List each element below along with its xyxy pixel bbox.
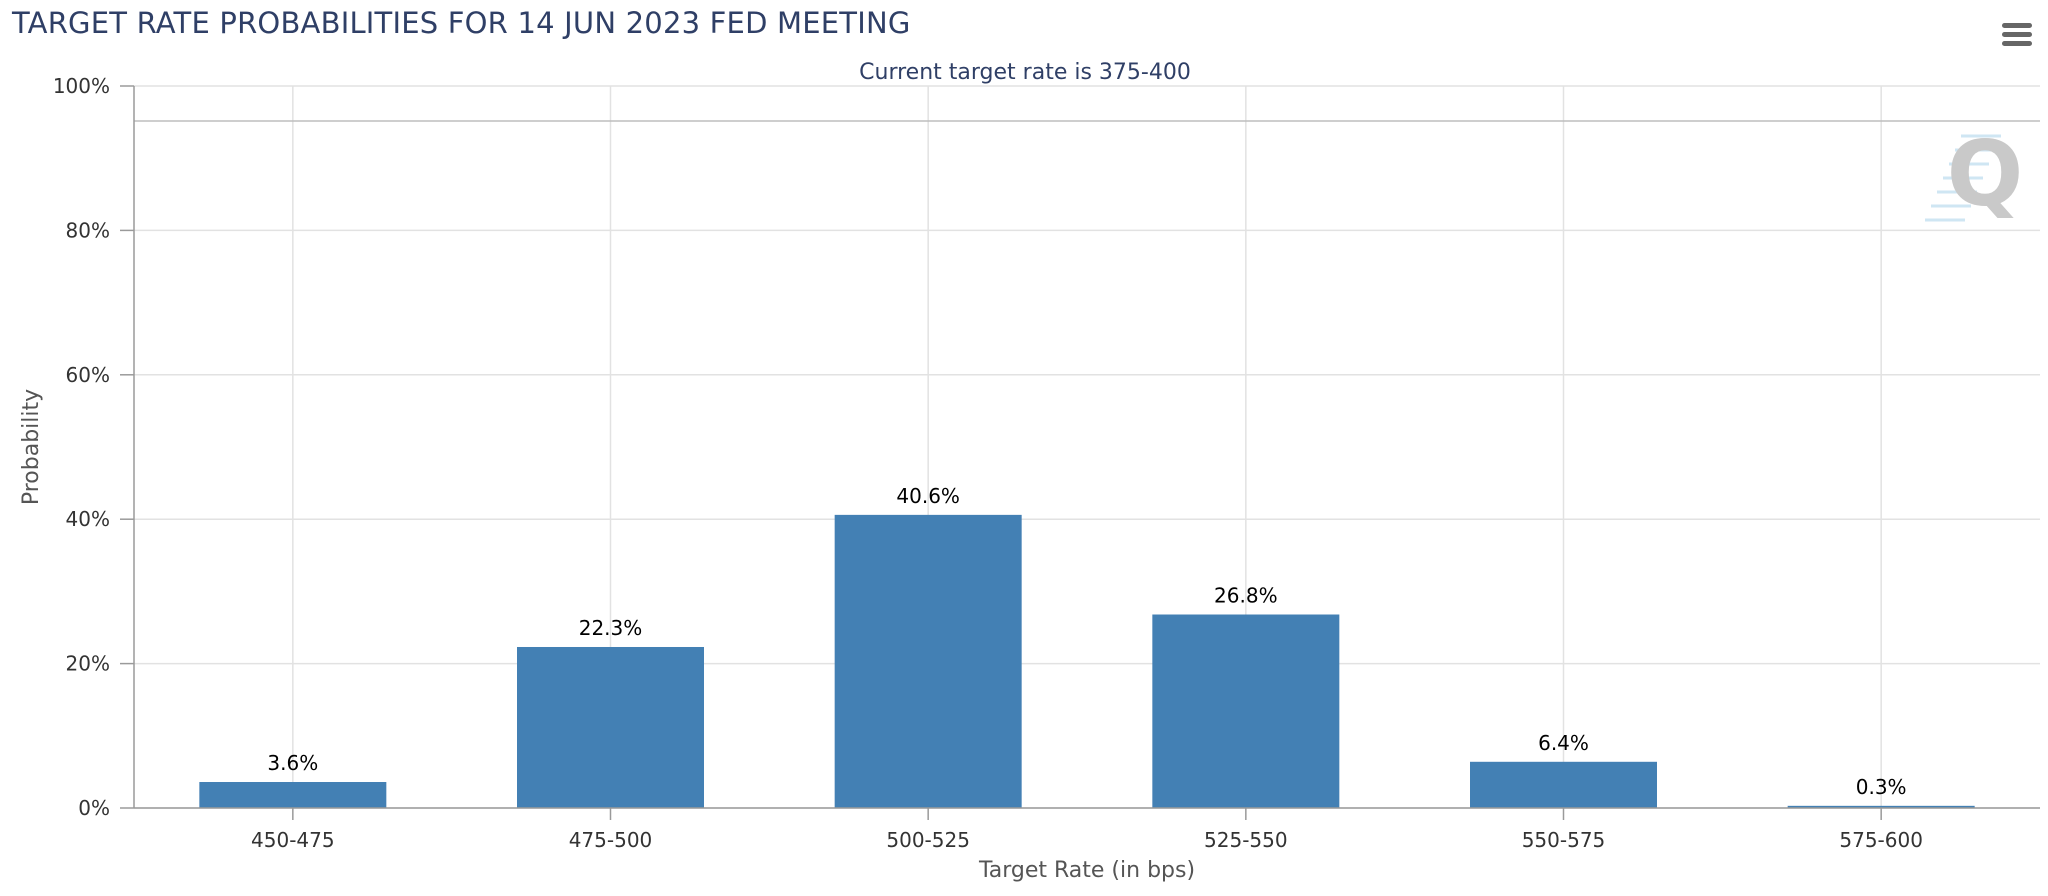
page-title: TARGET RATE PROBABILITIES FOR 14 JUN 202… xyxy=(12,6,911,40)
axis-layer: 0% 20% 40% 60% 80% 100% 450-475 475-500 500-525 5… xyxy=(53,74,2040,852)
data-label: 40.6% xyxy=(896,484,960,508)
y-tick-label: 0% xyxy=(78,796,110,820)
hamburger-menu-icon[interactable] xyxy=(2000,18,2034,52)
x-tick-label: 450-475 xyxy=(251,828,335,852)
bar-475-500 xyxy=(517,646,704,808)
bar-575-600 xyxy=(1787,805,1975,808)
x-tick-label: 550-575 xyxy=(1522,828,1606,852)
data-label: 26.8% xyxy=(1214,584,1278,608)
x-tick-label: 500-525 xyxy=(886,828,970,852)
y-tick-label: 40% xyxy=(66,507,110,531)
bar-450-475 xyxy=(199,782,387,808)
y-tick-label: 80% xyxy=(66,218,110,242)
x-tick-label: 525-550 xyxy=(1204,828,1288,852)
bar-layer: 3.6% 22.3% 40.6% 26.8% 6.4% 0.3% xyxy=(199,484,1975,808)
x-axis-title: Target Rate (in bps) xyxy=(978,858,1195,883)
bar-500-525 xyxy=(834,514,1022,808)
data-label: 3.6% xyxy=(267,751,318,775)
y-tick-label: 60% xyxy=(66,363,110,387)
bar-550-575 xyxy=(1470,761,1657,808)
y-axis-title: Probability xyxy=(19,389,44,505)
bar-525-550 xyxy=(1152,614,1340,808)
data-label: 22.3% xyxy=(579,616,643,640)
watermark-letter: Q xyxy=(1947,122,2024,227)
chart-subtitle: Current target rate is 375-400 xyxy=(859,60,1191,85)
x-tick-label: 475-500 xyxy=(569,828,653,852)
y-tick-label: 20% xyxy=(66,652,110,676)
y-tick-label: 100% xyxy=(53,74,110,98)
data-label: 6.4% xyxy=(1538,731,1589,755)
x-tick-label: 575-600 xyxy=(1839,828,1923,852)
grid-layer xyxy=(134,85,2040,809)
q-logo-icon: Q xyxy=(1925,122,2023,227)
data-label: 0.3% xyxy=(1856,775,1907,799)
